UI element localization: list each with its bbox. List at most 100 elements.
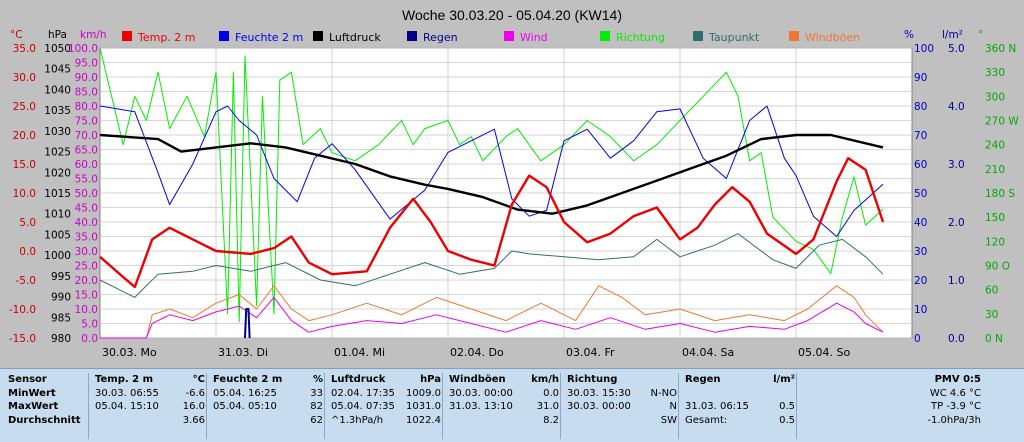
kmh-axis-tick-label: 45.0 [75, 203, 98, 215]
series-layer [99, 47, 885, 339]
stats-label-sensor: Sensor [8, 374, 47, 385]
legend-swatch-rain [407, 31, 417, 41]
stats-dir-head: Richtung [567, 374, 618, 385]
stats-gust-min-time: 30.03. 00:00 [449, 387, 513, 399]
pressure-axis-tick-label: 1030 [44, 126, 71, 138]
temp-axis-tick-label: -5.0 [16, 275, 37, 287]
stats-hum-head: Feuchte 2 m [213, 374, 283, 385]
stats-direction-column: Richtung 30.03. 15:30 N-NO 30.03. 00:00 N … [560, 373, 677, 439]
kmh-axis-tick-label: 25.0 [75, 261, 98, 273]
pct-axis-tick-label: 90 [914, 72, 927, 84]
pressure-axis-tick-label: 1020 [44, 167, 71, 179]
rain-axis-tick-label: 2.0 [948, 217, 965, 229]
legend-swatch-wind [504, 31, 514, 41]
stats-temp-max: 16.0 [182, 401, 205, 412]
kmh-axis-tick-label: 40.0 [75, 217, 98, 229]
pct-axis-tick-label: 30 [914, 246, 927, 258]
stats-rain-head: Regen [685, 374, 721, 385]
dir-axis-tick-label: 330 [985, 67, 1005, 79]
stats-pmv-min: WC 4.6 °C [929, 387, 981, 399]
stats-dir-max: N [669, 401, 677, 412]
x-axis-tick-label: 03.04. Fr [566, 346, 615, 359]
stats-press-max: 1031.0 [406, 401, 441, 412]
axis-unit-label: hPa [48, 29, 67, 41]
legend-label-rain: Regen [423, 31, 458, 44]
dir-axis-tick-label: 180 S [985, 188, 1015, 200]
stats-dir-min: N-NO [650, 387, 677, 399]
stats-label-min: MinWert [8, 387, 56, 399]
temp-axis-tick-label: 15.0 [13, 159, 36, 171]
kmh-axis-tick-label: 95.0 [75, 58, 98, 70]
stats-temp-min-time: 30.03. 06:55 [95, 387, 159, 399]
legend: Temp. 2 m Feuchte 2 m Luftdruck Regen Wind Ri… [122, 31, 860, 44]
pct-axis-tick-label: 20 [914, 275, 927, 287]
x-axis-tick-label: 05.04. So [798, 346, 850, 359]
stats-press-min: 1009.0 [406, 387, 441, 399]
stats-temp-unit: °C [192, 374, 205, 385]
x-axis-tick-label: 01.04. Mi [334, 346, 385, 359]
stats-hum-max: 82 [310, 401, 323, 412]
pressure-axis-tick-label: 1000 [44, 250, 71, 262]
stats-temp-head: Temp. 2 m [95, 374, 153, 385]
rain-axis-tick-label: 1.0 [948, 275, 965, 287]
dir-axis-tick-label: 120 [985, 236, 1005, 248]
dir-axis-tick-label: 240 [985, 140, 1005, 152]
kmh-axis-tick-label: 30.0 [75, 246, 98, 258]
kmh-axis-tick-label: 0.0 [81, 333, 98, 345]
pct-axis-tick-label: 10 [914, 304, 927, 316]
pressure-axis-tick-label: 1005 [44, 229, 71, 241]
dir-axis-tick-label: 90 O [985, 261, 1010, 273]
kmh-axis-tick-label: 85.0 [75, 87, 98, 99]
stats-temp-column: Temp. 2 m °C 30.03. 06:55 -6.6 05.04. 15:1… [88, 373, 205, 439]
dir-axis-tick-label: 30 [985, 309, 998, 321]
pressure-axis-tick-label: 1040 [44, 84, 71, 96]
x-axis-tick-label: 30.03. Mo [102, 346, 157, 359]
kmh-axis-tick-label: 90.0 [75, 72, 98, 84]
pressure-axis-tick-label: 1050 [44, 43, 71, 55]
legend-swatch-temp [122, 31, 132, 41]
temp-axis-tick-label: -10.0 [9, 304, 36, 316]
series-line-gust [100, 285, 884, 339]
series-line-direction [99, 47, 884, 323]
legend-swatch-pressure [313, 31, 323, 41]
pressure-axis-tick-label: 980 [51, 333, 71, 345]
rain-axis-tick-label: 4.0 [948, 101, 965, 113]
stats-rain-max-time: 31.03. 06:15 [685, 401, 749, 412]
axis-unit-label: °C [10, 29, 23, 41]
pct-axis-tick-label: 60 [914, 159, 927, 171]
series-line-pressure [99, 133, 884, 215]
stats-rain-total: 0.5 [779, 414, 795, 426]
stats-gust-column: Windböen km/h 30.03. 00:00 0.0 31.03. 13:1… [442, 373, 559, 439]
pressure-axis-tick-label: 995 [51, 271, 71, 283]
legend-label-direction: Richtung [616, 31, 665, 44]
kmh-axis-tick-label: 5.0 [81, 319, 98, 331]
pressure-axis-tick-label: 990 [51, 292, 71, 304]
stats-press-unit: hPa [420, 374, 441, 385]
x-axis-tick-label: 04.04. Sa [682, 346, 734, 359]
legend-swatch-dewpoint [693, 31, 703, 41]
stats-gust-max: 31.0 [536, 401, 559, 412]
temp-axis-tick-label: 5.0 [19, 217, 36, 229]
axis-unit-label: % [904, 29, 914, 41]
x-axis-tick-label: 31.03. Di [218, 346, 268, 359]
stats-gust-avg: 8.2 [543, 414, 559, 426]
dir-axis-tick-label: 210 [985, 164, 1005, 176]
stats-press-trend: ^1.3hPa/h [331, 414, 384, 426]
stats-gust-max-time: 31.03. 13:10 [449, 401, 513, 412]
kmh-axis-tick-label: 20.0 [75, 275, 98, 287]
stats-rain-max: 0.5 [779, 401, 795, 412]
stats-dir-avg: SW [660, 414, 677, 426]
kmh-axis-tick-label: 35.0 [75, 232, 98, 244]
temp-axis-tick-label: -15.0 [9, 333, 36, 345]
axis-unit-label: ° [978, 29, 983, 41]
series-line-rain [244, 308, 251, 339]
legend-label-pressure: Luftdruck [329, 31, 381, 44]
stats-hum-min-time: 05.04. 16:25 [213, 387, 277, 399]
temp-axis-tick-label: 20.0 [13, 130, 36, 142]
axis-unit-label: km/h [80, 29, 107, 41]
stats-humidity-column: Feuchte 2 m% 05.04. 16:25 33 05.04. 05:10… [206, 373, 323, 439]
axis-unit-label: l/m² [942, 29, 963, 41]
temp-axis-tick-label: 10.0 [13, 188, 36, 200]
stats-dir-min-time: 30.03. 15:30 [567, 387, 631, 399]
stats-pmv-column: PMV 0:5 WC 4.6 °C TP -3.9 °C -1.0hPa/3h [796, 373, 981, 439]
